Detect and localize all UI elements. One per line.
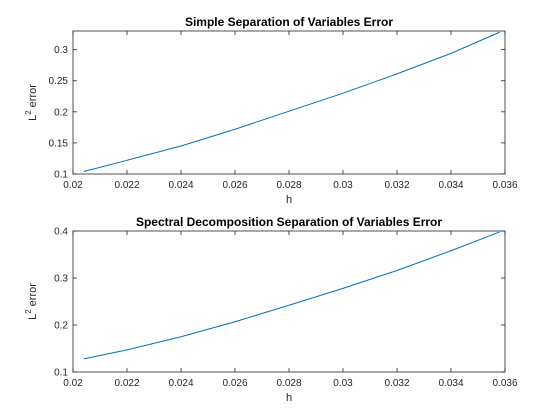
x-tick-label: 0.03: [333, 378, 353, 389]
x-tick-label: 0.036: [492, 180, 517, 191]
y-tick-label: 0.4: [54, 227, 68, 238]
x-tick-label: 0.028: [276, 378, 301, 389]
series-line-1: [83, 31, 500, 172]
y-axis-label-superscript: 2: [24, 110, 33, 115]
y-tick-label: 0.3: [54, 45, 68, 56]
x-tick-label: 0.026: [222, 180, 247, 191]
x-tick-label: 0.026: [222, 378, 247, 389]
y-tick-label: 0.1: [54, 368, 68, 379]
x-tick-label: 0.02: [63, 180, 83, 191]
y-tick-label: 0.15: [49, 138, 69, 149]
x-tick-label: 0.022: [114, 378, 139, 389]
x-tick-label: 0.036: [492, 378, 517, 389]
y-axis-label-base: L: [27, 314, 39, 320]
y-axis-label-text: error: [27, 84, 39, 108]
x-tick-label: 0.022: [114, 180, 139, 191]
y-axis-label-base: L: [27, 115, 39, 121]
chart-title: Spectral Decomposition Separation of Var…: [136, 215, 442, 229]
x-tick-label: 0.034: [438, 180, 463, 191]
y-axis-label-text: error: [27, 283, 39, 307]
x-tick-label: 0.032: [384, 180, 409, 191]
x-tick-label: 0.03: [333, 180, 353, 191]
y-axis-label-superscript: 2: [24, 309, 33, 314]
y-tick-label: 0.1: [54, 170, 68, 181]
y-tick-label: 0.25: [49, 76, 69, 87]
chart-panel-2: Spectral Decomposition Separation of Var…: [24, 215, 518, 404]
y-tick-label: 0.2: [54, 321, 68, 332]
x-axis-label: h: [286, 194, 292, 206]
x-tick-label: 0.02: [63, 378, 83, 389]
plot-area: [72, 30, 506, 175]
x-tick-label: 0.024: [168, 378, 193, 389]
x-tick-label: 0.024: [168, 180, 193, 191]
chart-panel-1: Simple Separation of Variables Error 0.02…: [24, 15, 518, 206]
x-tick-label: 0.032: [384, 378, 409, 389]
x-tick-label: 0.034: [438, 378, 463, 389]
x-axis-label: h: [286, 392, 292, 404]
series-line-1: [83, 231, 500, 360]
chart-title: Simple Separation of Variables Error: [185, 15, 393, 29]
x-tick-label: 0.028: [276, 180, 301, 191]
plot-area: [72, 230, 506, 373]
y-tick-label: 0.2: [54, 107, 68, 118]
y-axis-label: L2 error: [24, 283, 39, 320]
y-axis-label: L2 error: [24, 84, 39, 121]
y-tick-label: 0.3: [54, 274, 68, 285]
